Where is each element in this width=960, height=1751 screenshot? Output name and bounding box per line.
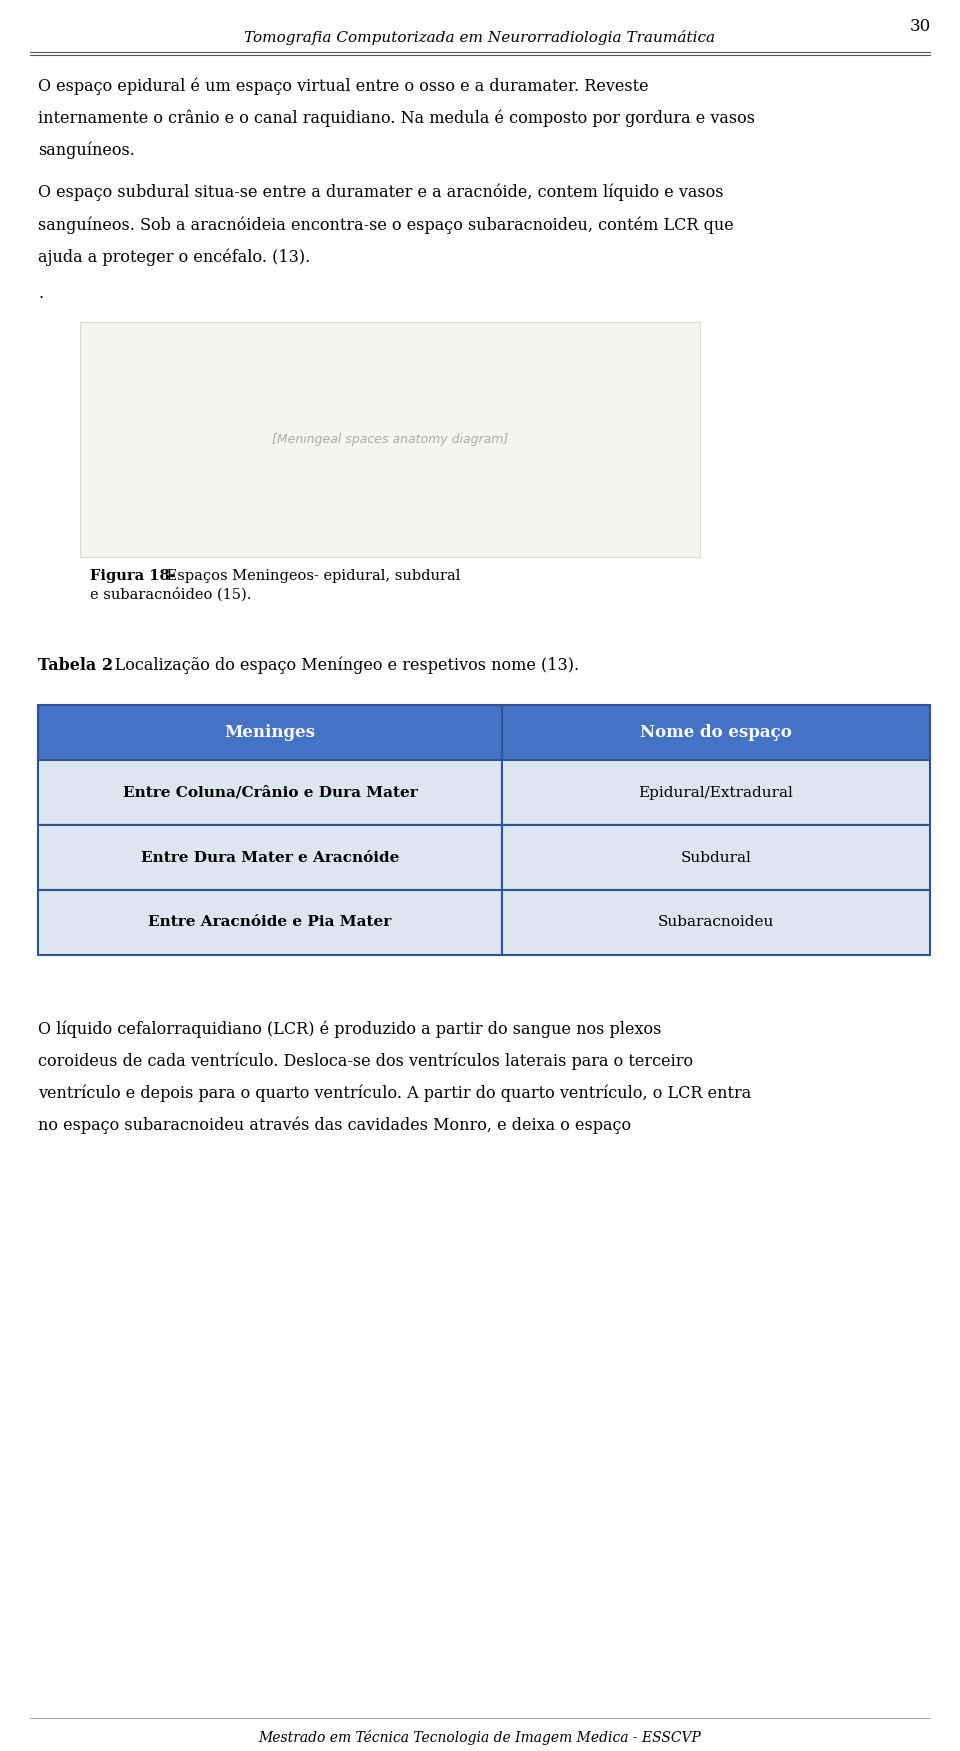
Text: Entre Coluna/Crânio e Dura Mater: Entre Coluna/Crânio e Dura Mater bbox=[123, 786, 418, 800]
FancyBboxPatch shape bbox=[80, 322, 700, 557]
Text: e subaracnóideo (15).: e subaracnóideo (15). bbox=[90, 587, 252, 601]
Text: 30: 30 bbox=[909, 18, 930, 35]
Text: Nome do espaço: Nome do espaço bbox=[640, 723, 792, 741]
Text: Tomografia Computorizada em Neurorradiologia Traumática: Tomografia Computorizada em Neurorradiol… bbox=[245, 30, 715, 46]
Text: sanguíneos. Sob a aracnóideia encontra-se o espaço subaracnoideu, contém LCR que: sanguíneos. Sob a aracnóideia encontra-s… bbox=[38, 215, 733, 233]
Text: Subdural: Subdural bbox=[681, 851, 752, 865]
Text: [Meningeal spaces anatomy diagram]: [Meningeal spaces anatomy diagram] bbox=[272, 432, 508, 447]
Text: Epidural/Extradural: Epidural/Extradural bbox=[638, 786, 793, 800]
Text: Espaços Meningeos- epidural, subdural: Espaços Meningeos- epidural, subdural bbox=[162, 569, 461, 583]
Text: ventrículo e depois para o quarto ventrículo. A partir do quarto ventrículo, o L: ventrículo e depois para o quarto ventrí… bbox=[38, 1084, 752, 1101]
Text: Entre Dura Mater e Aracnóide: Entre Dura Mater e Aracnóide bbox=[141, 851, 399, 865]
Text: Tabela 2: Tabela 2 bbox=[38, 657, 113, 674]
Text: internamente o crânio e o canal raquidiano. Na medula é composto por gordura e v: internamente o crânio e o canal raquidia… bbox=[38, 110, 755, 128]
FancyBboxPatch shape bbox=[502, 825, 930, 890]
Text: Figura 18-: Figura 18- bbox=[90, 569, 176, 583]
FancyBboxPatch shape bbox=[502, 890, 930, 954]
Text: O espaço epidural é um espaço virtual entre o osso e a duramater. Reveste: O espaço epidural é um espaço virtual en… bbox=[38, 79, 649, 96]
FancyBboxPatch shape bbox=[38, 825, 502, 890]
Text: Entre Aracnóide e Pia Mater: Entre Aracnóide e Pia Mater bbox=[148, 916, 392, 930]
Text: Mestrado em Técnica Tecnologia de Imagem Medica - ESSCVP: Mestrado em Técnica Tecnologia de Imagem… bbox=[258, 1730, 702, 1746]
Text: O espaço subdural situa-se entre a duramater e a aracnóide, contem líquido e vas: O espaço subdural situa-se entre a duram… bbox=[38, 184, 724, 201]
Text: sanguíneos.: sanguíneos. bbox=[38, 142, 134, 159]
FancyBboxPatch shape bbox=[502, 760, 930, 825]
FancyBboxPatch shape bbox=[38, 890, 502, 954]
Text: .: . bbox=[38, 285, 43, 301]
Text: ajuda a proteger o encéfalo. (13).: ajuda a proteger o encéfalo. (13). bbox=[38, 249, 310, 266]
Text: O líquido cefalorraquidiano (LCR) é produzido a partir do sangue nos plexos: O líquido cefalorraquidiano (LCR) é prod… bbox=[38, 1021, 661, 1038]
Text: Meninges: Meninges bbox=[225, 723, 316, 741]
Text: no espaço subaracnoideu através das cavidades Monro, e deixa o espaço: no espaço subaracnoideu através das cavi… bbox=[38, 1115, 631, 1133]
Text: coroideus de cada ventrículo. Desloca-se dos ventrículos laterais para o terceir: coroideus de cada ventrículo. Desloca-se… bbox=[38, 1052, 693, 1070]
Text: Subaracnoideu: Subaracnoideu bbox=[658, 916, 774, 930]
Text: - Localização do espaço Meníngeo e respetivos nome (13).: - Localização do espaço Meníngeo e respe… bbox=[104, 657, 579, 674]
FancyBboxPatch shape bbox=[38, 760, 502, 825]
FancyBboxPatch shape bbox=[38, 706, 502, 760]
FancyBboxPatch shape bbox=[502, 706, 930, 760]
